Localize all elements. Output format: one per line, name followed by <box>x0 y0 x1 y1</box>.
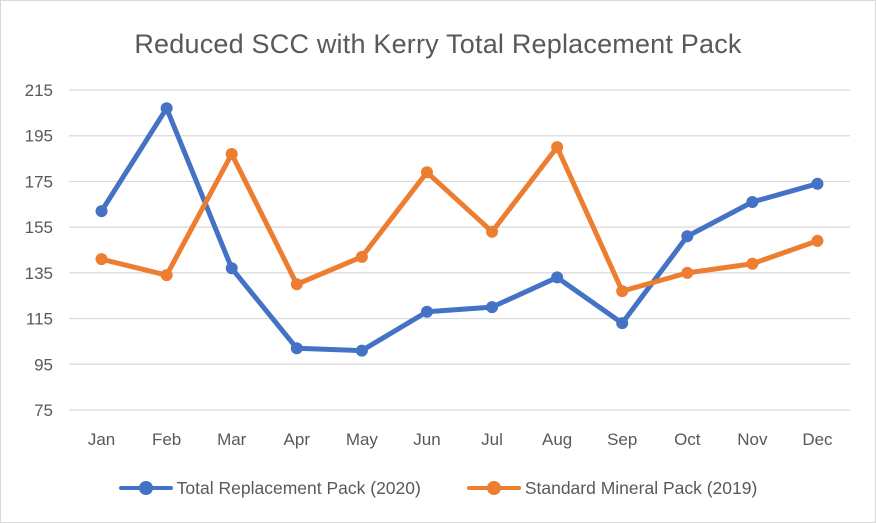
series-1 <box>95 141 824 298</box>
data-point <box>486 225 499 238</box>
x-axis-ticks: Jan Feb Mar Apr May Jun Jul Aug Sep Oct Nov Dec <box>88 430 833 449</box>
x-tick-label: Sep <box>607 430 637 449</box>
x-tick-label: Apr <box>284 430 311 449</box>
data-point <box>420 166 433 179</box>
data-point <box>681 230 694 243</box>
data-point <box>616 285 629 298</box>
legend-item-2019: Standard Mineral Pack (2019) <box>466 477 758 499</box>
x-tick-label: Dec <box>802 430 833 449</box>
data-point <box>681 266 694 279</box>
legend: Total Replacement Pack (2020) Standard M… <box>1 471 875 505</box>
gridlines <box>69 89 850 411</box>
data-point <box>160 102 173 115</box>
y-tick-label: 95 <box>34 355 53 374</box>
data-point <box>746 196 759 208</box>
data-point <box>616 317 629 330</box>
x-tick-label: Oct <box>674 430 701 449</box>
x-tick-label: May <box>346 430 379 449</box>
data-point <box>290 342 303 355</box>
data-point <box>95 253 108 266</box>
x-tick-label: Feb <box>152 430 181 449</box>
y-tick-label: 75 <box>34 401 53 420</box>
x-tick-label: Aug <box>542 430 572 449</box>
y-axis-ticks: 75 95 115 135 155 175 195 215 <box>25 81 53 420</box>
data-point <box>811 234 824 247</box>
y-tick-label: 175 <box>25 172 53 191</box>
data-point <box>420 305 433 318</box>
data-point <box>355 250 368 263</box>
data-point <box>746 257 759 270</box>
legend-marker-2020 <box>118 481 173 495</box>
data-point <box>486 301 499 314</box>
y-tick-label: 195 <box>25 127 53 146</box>
data-point <box>225 148 238 160</box>
series-layer <box>95 102 824 357</box>
x-tick-label: Nov <box>737 430 768 449</box>
data-point <box>811 177 824 190</box>
data-point <box>95 205 108 218</box>
x-tick-label: Mar <box>217 430 247 449</box>
chart-title: Reduced SCC with Kerry Total Replacement… <box>134 29 742 59</box>
data-point <box>225 262 238 275</box>
legend-item-2020: Total Replacement Pack (2020) <box>118 477 421 499</box>
x-tick-label: Jul <box>481 430 503 449</box>
data-point <box>160 269 173 282</box>
series-line <box>99 105 820 354</box>
y-tick-label: 135 <box>25 264 53 283</box>
legend-marker-2019 <box>466 481 521 495</box>
data-point <box>551 141 564 154</box>
data-point <box>355 344 368 357</box>
y-tick-label: 155 <box>25 218 53 237</box>
x-tick-label: Jun <box>413 430 440 449</box>
y-tick-label: 215 <box>25 81 53 100</box>
x-tick-label: Jan <box>88 430 115 449</box>
series-0 <box>95 102 824 357</box>
data-point <box>290 278 303 291</box>
legend-label-2019: Standard Mineral Pack (2019) <box>524 477 758 498</box>
data-point <box>551 271 564 284</box>
series-line <box>99 144 820 294</box>
legend-label-2020: Total Replacement Pack (2020) <box>176 477 421 498</box>
y-tick-label: 115 <box>26 310 53 329</box>
